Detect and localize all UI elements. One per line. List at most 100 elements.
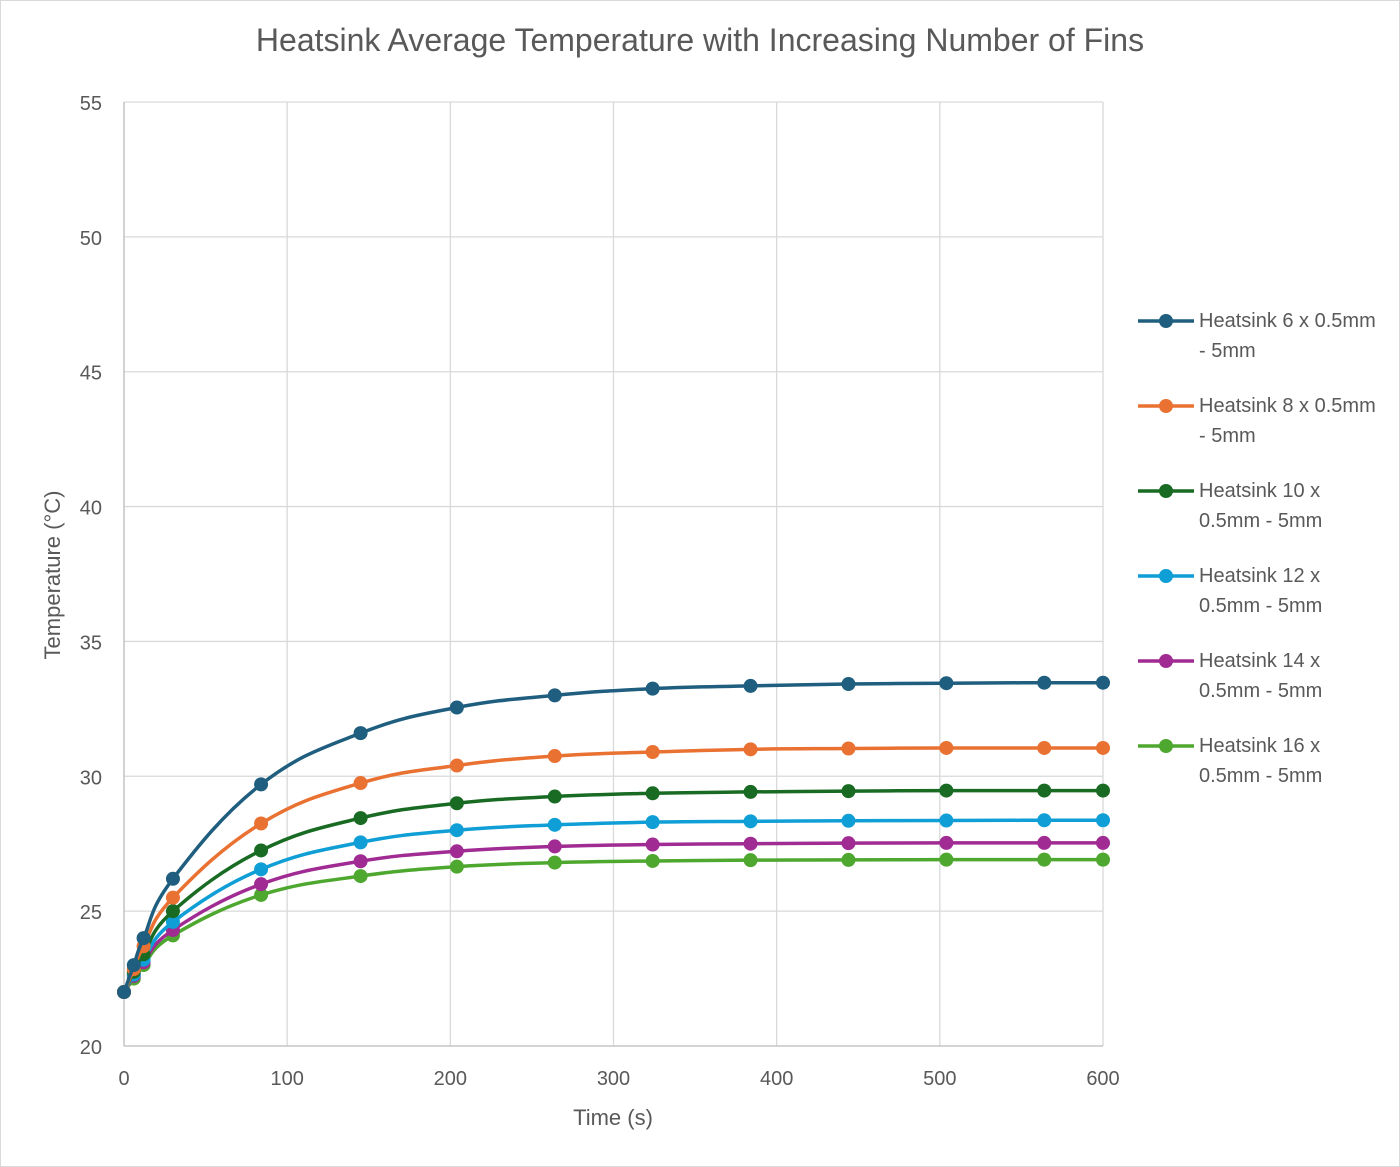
- data-point: [449, 700, 464, 715]
- series-line: [122, 818, 1104, 993]
- data-point: [547, 855, 562, 870]
- legend-label-line: Heatsink 14 x: [1199, 650, 1321, 672]
- data-point: [939, 783, 954, 798]
- legend-item: Heatsink 12 x 0.5mm - 5mm: [1138, 561, 1400, 646]
- data-point: [254, 877, 269, 892]
- legend-label-line: Heatsink 12 x: [1199, 565, 1321, 587]
- chart-title: Heatsink Average Temperature with Increa…: [255, 22, 1145, 58]
- x-tick-label: 400: [760, 1068, 793, 1090]
- legend-marker: [1138, 484, 1194, 498]
- legend-label: Heatsink 16 x 0.5mm - 5mm: [1199, 731, 1399, 791]
- data-point: [841, 677, 856, 692]
- data-point: [165, 904, 180, 919]
- data-point: [645, 745, 660, 760]
- data-point: [547, 789, 562, 804]
- data-point: [1096, 675, 1110, 690]
- tick-labels: 20 25 30 35 40 45 50 55 0 100 200 300 400 500 600: [80, 93, 1120, 1090]
- legend-label-line: - 5mm: [1199, 340, 1256, 362]
- data-point: [841, 741, 856, 756]
- data-point: [547, 817, 562, 832]
- x-tick-label: 600: [1086, 1068, 1119, 1090]
- legend-label-line: 0.5mm - 5mm: [1199, 680, 1323, 702]
- data-point: [126, 958, 141, 973]
- data-point: [743, 836, 758, 851]
- data-point: [353, 835, 368, 850]
- y-tick-label: 30: [80, 767, 102, 789]
- legend-label-line: Heatsink 8 x 0.5mm: [1199, 395, 1376, 417]
- data-point: [353, 854, 368, 869]
- y-tick-label: 20: [80, 1037, 102, 1059]
- legend-label-line: Heatsink 10 x: [1199, 480, 1321, 502]
- legend-item: Heatsink 6 x 0.5mm - 5mm: [1138, 306, 1400, 391]
- data-point: [939, 740, 954, 755]
- data-point: [1096, 852, 1110, 867]
- data-point: [939, 676, 954, 691]
- legend-marker: [1138, 399, 1194, 413]
- y-tick-label: 45: [80, 363, 102, 385]
- legend-label-line: 0.5mm - 5mm: [1199, 595, 1323, 617]
- data-point: [449, 796, 464, 811]
- legend-marker: [1138, 739, 1194, 753]
- data-point: [645, 853, 660, 868]
- legend-label-line: - 5mm: [1199, 425, 1256, 447]
- data-point: [547, 839, 562, 854]
- legend-label-line: Heatsink 16 x: [1199, 735, 1321, 757]
- data-point: [165, 914, 180, 929]
- y-tick-label: 55: [80, 93, 102, 115]
- data-point: [645, 815, 660, 830]
- x-axis-title: Time (s): [573, 1105, 653, 1130]
- data-point: [743, 814, 758, 829]
- data-point: [1037, 852, 1052, 867]
- legend-item: Heatsink 14 x 0.5mm - 5mm: [1138, 646, 1400, 731]
- data-point: [743, 742, 758, 757]
- x-tick-label: 0: [118, 1068, 129, 1090]
- data-point: [1096, 783, 1110, 798]
- series-line: [122, 680, 1104, 993]
- data-point: [136, 931, 151, 946]
- data-point: [353, 726, 368, 741]
- y-tick-label: 40: [80, 498, 102, 520]
- data-point: [1096, 813, 1110, 828]
- data-point: [645, 837, 660, 852]
- data-point: [1037, 740, 1052, 755]
- data-point: [1096, 740, 1110, 755]
- legend-label: Heatsink 8 x 0.5mm - 5mm: [1199, 391, 1399, 451]
- data-point: [645, 681, 660, 696]
- legend-label: Heatsink 6 x 0.5mm - 5mm: [1199, 306, 1399, 366]
- legend-label: Heatsink 12 x 0.5mm - 5mm: [1199, 561, 1399, 621]
- data-point: [1037, 813, 1052, 828]
- legend-marker: [1138, 314, 1194, 328]
- data-point: [254, 843, 269, 858]
- data-point: [743, 678, 758, 693]
- data-point: [645, 786, 660, 801]
- y-tick-label: 25: [80, 902, 102, 924]
- data-point: [254, 862, 269, 877]
- x-tick-label: 300: [597, 1068, 630, 1090]
- x-tick-label: 500: [923, 1068, 956, 1090]
- y-tick-label: 50: [80, 228, 102, 250]
- data-point: [841, 836, 856, 851]
- data-point: [449, 859, 464, 874]
- legend: Heatsink 6 x 0.5mm - 5mm Heatsink 8 x 0.5m…: [1138, 306, 1400, 816]
- legend-item: Heatsink 10 x 0.5mm - 5mm: [1138, 476, 1400, 561]
- x-tick-label: 100: [270, 1068, 303, 1090]
- data-point: [1037, 783, 1052, 798]
- series-line: [122, 857, 1103, 994]
- legend-label: Heatsink 10 x 0.5mm - 5mm: [1199, 476, 1399, 536]
- legend-item: Heatsink 8 x 0.5mm - 5mm: [1138, 391, 1400, 476]
- series-4: [117, 813, 1110, 1000]
- data-point: [1037, 835, 1052, 850]
- data-point: [165, 871, 180, 886]
- data-point: [449, 844, 464, 859]
- data-point: [841, 813, 856, 828]
- data-point: [547, 688, 562, 703]
- data-point: [939, 835, 954, 850]
- series-line: [122, 746, 1103, 993]
- data-point: [449, 758, 464, 773]
- data-point: [254, 887, 269, 902]
- data-point: [1037, 675, 1052, 690]
- data-point: [1096, 835, 1110, 850]
- data-point: [841, 784, 856, 799]
- data-point: [353, 811, 368, 826]
